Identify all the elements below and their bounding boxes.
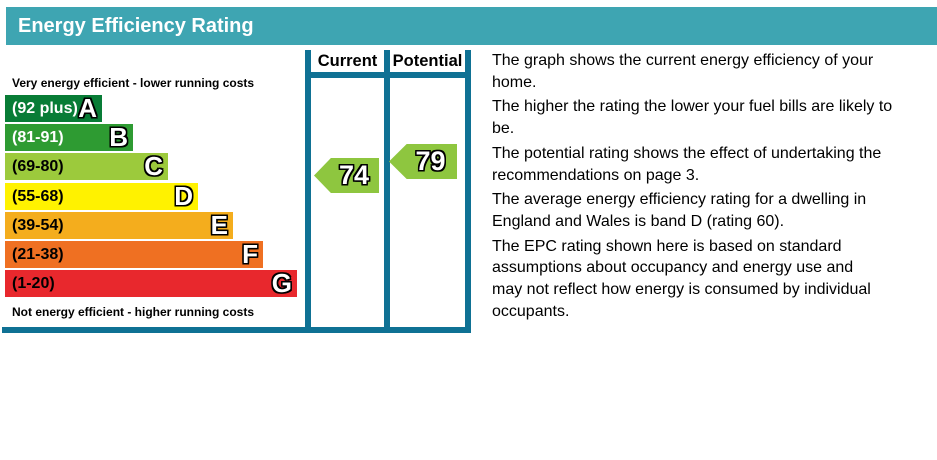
current-rating-arrow: 74 <box>314 158 379 193</box>
potential-rating-value: 79 <box>415 146 446 176</box>
description-paragraph: The higher the rating the lower your fue… <box>492 98 893 138</box>
band-f-range-label: (21-38) <box>12 246 64 263</box>
band-e: (39-54) E <box>5 212 233 239</box>
band-f: (21-38) F <box>5 241 263 268</box>
band-g-range-label: (1-20) <box>12 275 55 292</box>
band-d-letter: D <box>174 181 193 211</box>
potential-column-header: Potential <box>392 52 463 70</box>
top-scale-note: Very energy efficient - lower running co… <box>12 76 255 90</box>
band-c-letter: C <box>144 151 163 181</box>
current-column-left-border <box>305 50 311 333</box>
chart-baseline <box>2 327 471 333</box>
band-d-range-label: (55-68) <box>12 188 64 205</box>
description-paragraph: The graph shows the current energy effic… <box>492 52 874 91</box>
bottom-scale-note: Not energy efficient - higher running co… <box>12 305 255 319</box>
description-paragraph: The potential rating shows the effect of… <box>492 144 882 184</box>
band-e-range-label: (39-54) <box>12 217 64 234</box>
band-g-letter: G <box>271 268 292 298</box>
column-header-underline <box>305 72 471 78</box>
band-e-letter: E <box>210 210 228 240</box>
potential-column-right-border <box>465 50 471 333</box>
band-b-letter: B <box>109 122 128 152</box>
band-b-range-label: (81-91) <box>12 129 64 146</box>
current-column-header: Current <box>317 52 378 70</box>
band-a-range-label: (92 plus) <box>12 100 78 117</box>
potential-rating-arrow: 79 <box>389 144 457 179</box>
title-bar: Energy Efficiency Rating <box>6 7 937 45</box>
band-a-letter: A <box>78 93 97 123</box>
band-b: (81-91) B <box>5 124 133 151</box>
band-g: (1-20) G <box>5 270 297 297</box>
page-title: Energy Efficiency Rating <box>18 15 254 37</box>
description-text-block: The graph shows the current energy effic… <box>492 50 937 325</box>
band-d: (55-68) D <box>5 183 198 210</box>
description-paragraph: The EPC rating shown here is based on st… <box>492 237 871 320</box>
current-rating-value: 74 <box>338 160 370 190</box>
band-c-range-label: (69-80) <box>12 158 64 175</box>
band-f-letter: F <box>242 239 258 269</box>
description-paragraph: The average energy efficiency rating for… <box>492 191 867 230</box>
column-divider-border <box>384 50 390 333</box>
band-a: (92 plus) A <box>5 95 102 122</box>
band-c: (69-80) C <box>5 153 168 180</box>
